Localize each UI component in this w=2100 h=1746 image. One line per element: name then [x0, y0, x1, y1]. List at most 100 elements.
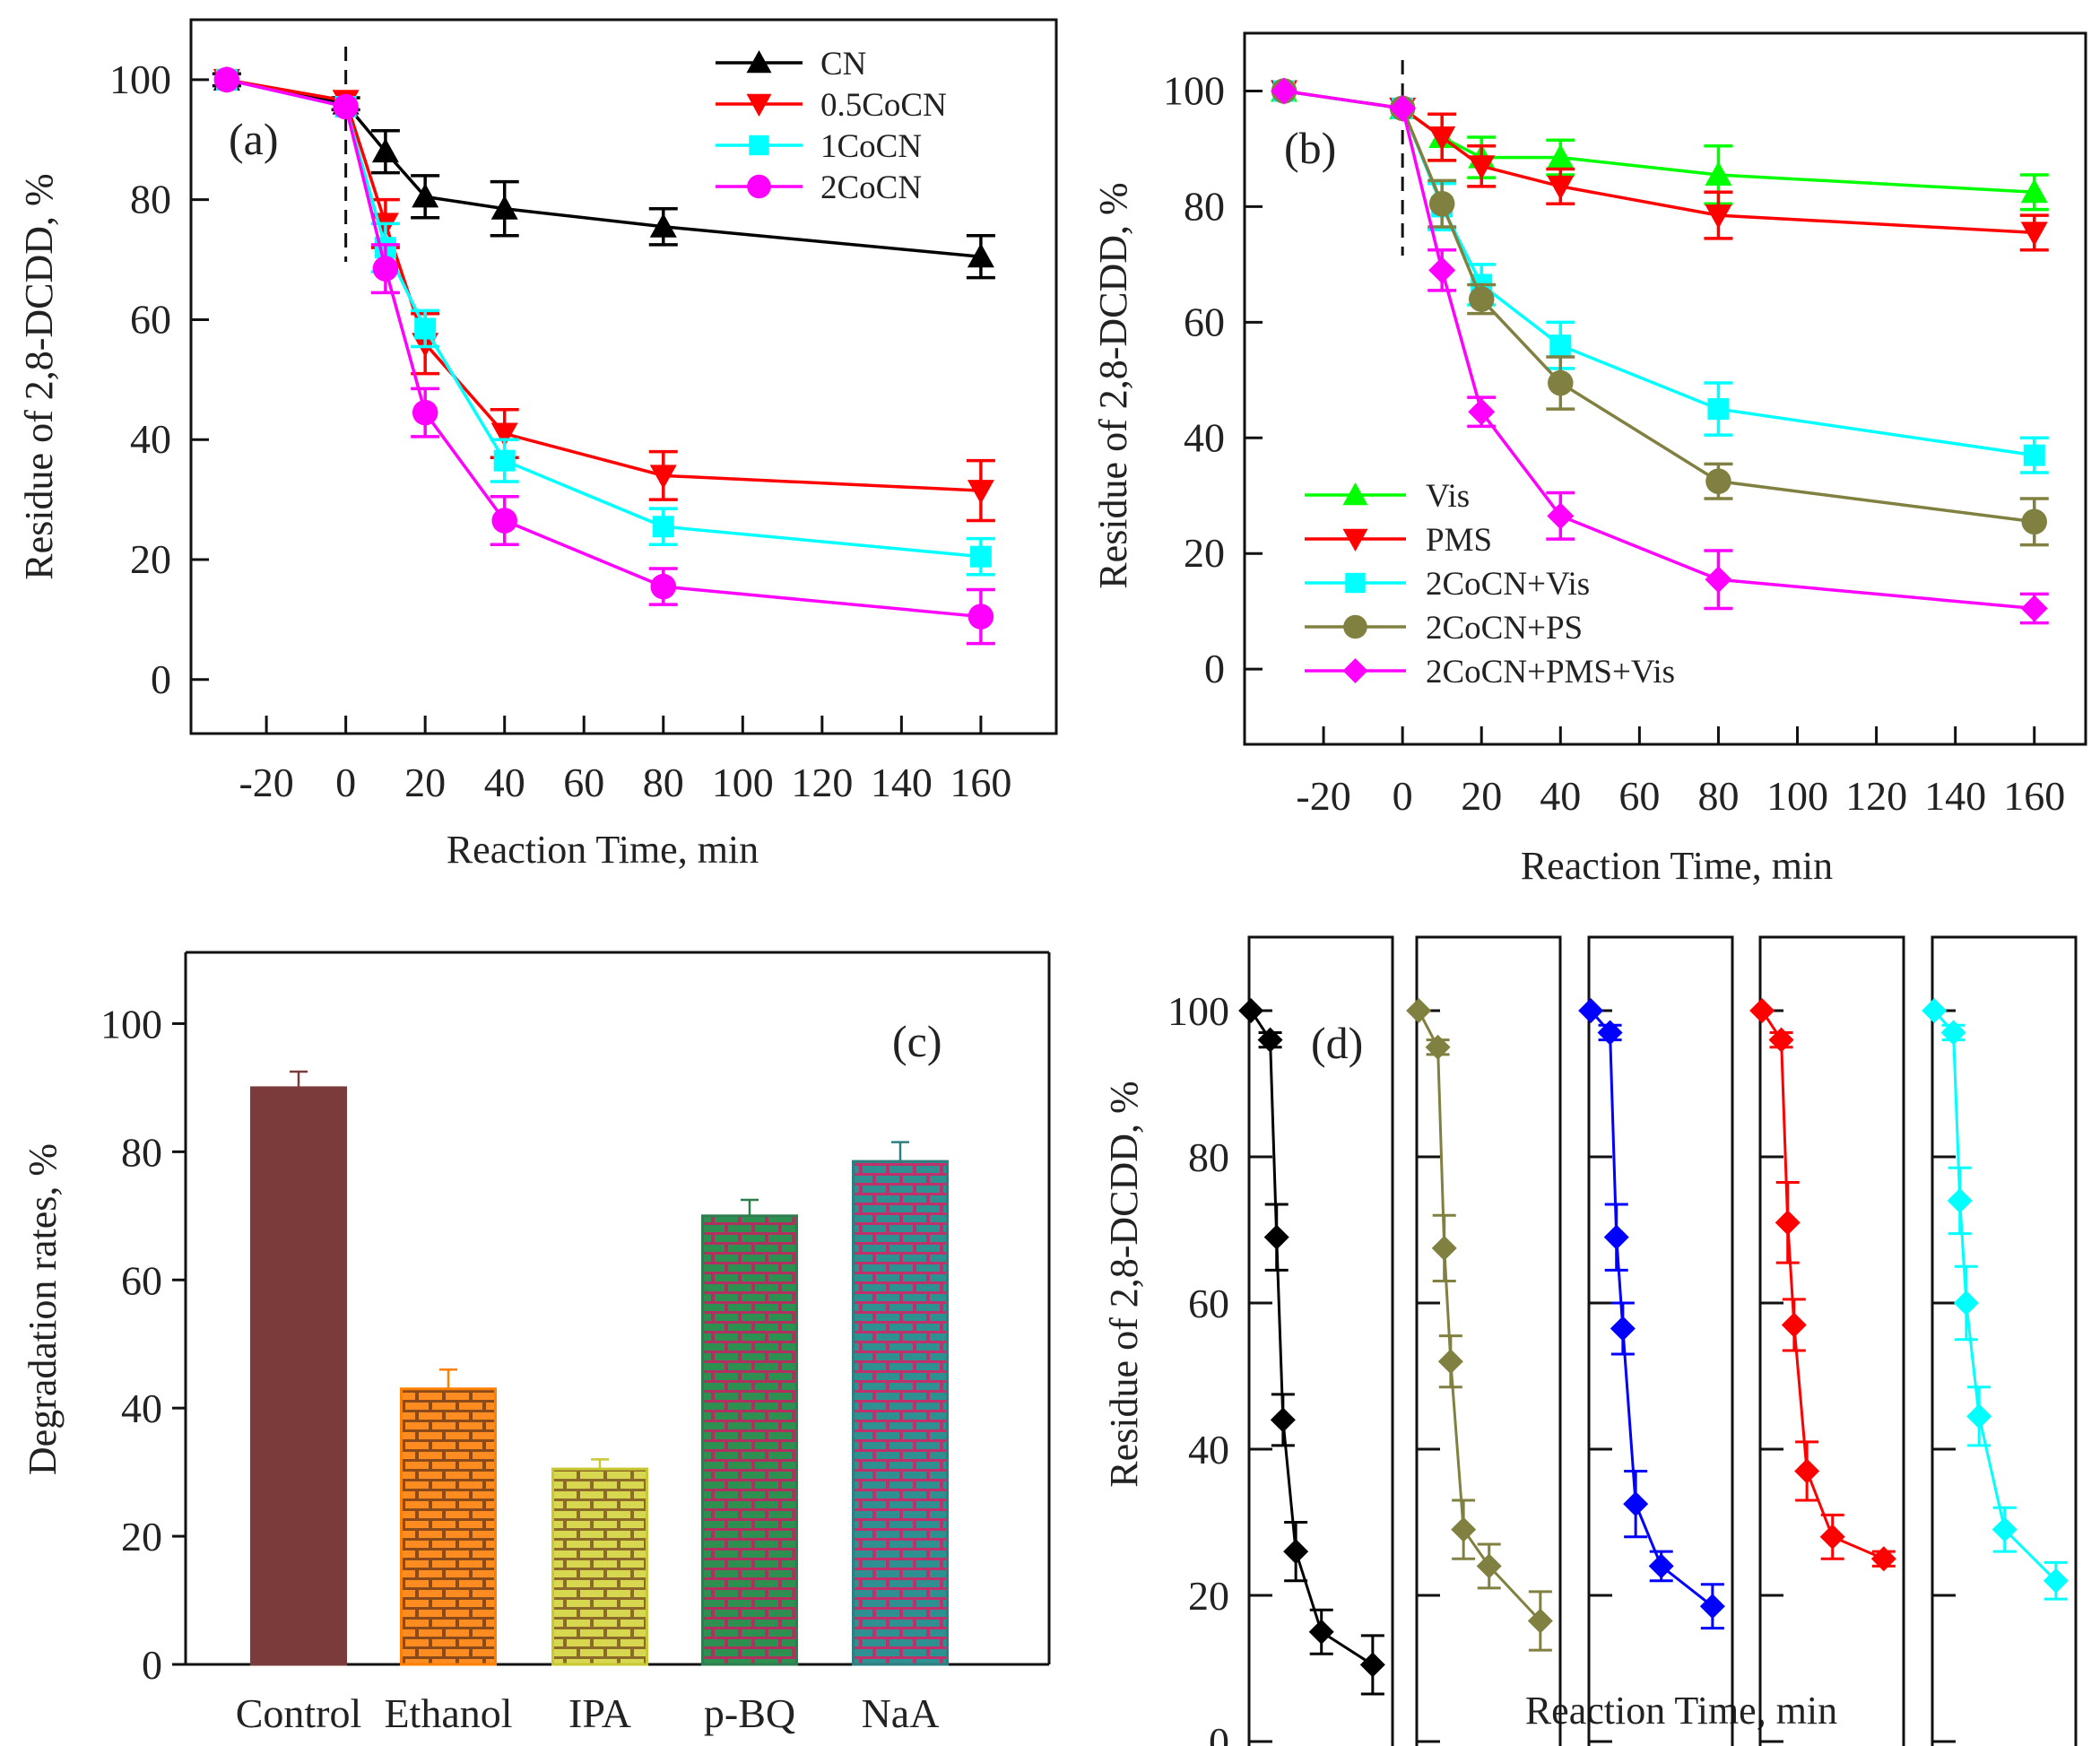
x-tick-label: 40	[484, 760, 525, 805]
x-category-label: IPA	[568, 1690, 631, 1736]
legend-marker	[749, 135, 769, 156]
plot-frame	[1931, 935, 2078, 1746]
x-tick-label: 20	[1461, 773, 1502, 819]
x-category-label: NaA	[862, 1690, 940, 1736]
data-point	[969, 545, 992, 568]
y-tick-label: 20	[130, 536, 171, 582]
legend-marker	[746, 93, 772, 117]
data-point	[1775, 1210, 1801, 1236]
data-point	[2020, 595, 2048, 622]
data-point	[490, 422, 518, 447]
y-tick-label: 60	[1188, 1281, 1229, 1326]
x-tick-label: 100	[1766, 773, 1828, 819]
data-point	[2020, 222, 2048, 247]
data-point	[412, 183, 439, 208]
data-point	[1238, 998, 1264, 1023]
subpanel-2	[1406, 935, 1562, 1746]
y-tick-label: 40	[1188, 1427, 1229, 1472]
subpanel-3	[1578, 935, 1734, 1746]
legend-label: 1CoCN	[820, 128, 922, 165]
data-point	[1468, 286, 1495, 312]
legend-item: CN	[716, 46, 866, 83]
data-point	[1389, 94, 1417, 122]
series-Vis	[1271, 77, 2049, 212]
data-point	[1922, 998, 1948, 1023]
data-point	[967, 480, 994, 505]
plot-frame	[1247, 935, 1394, 1746]
panel-label-c: (c)	[892, 1016, 942, 1066]
data-point	[1428, 256, 1456, 284]
y-tick-label: 100	[100, 1001, 162, 1047]
data-point	[649, 213, 677, 238]
legend-item: 2CoCN+PS	[1305, 610, 1583, 647]
y-tick-label: 0	[1209, 1719, 1229, 1746]
data-point	[1623, 1491, 1649, 1517]
x-tick-label: 60	[1618, 773, 1660, 819]
x-tick-label: -20	[239, 760, 293, 805]
series-line	[1249, 1010, 1374, 1666]
legend-item: PMS	[1305, 522, 1492, 559]
y-tick-label: 40	[121, 1386, 162, 1431]
subpanel-4	[1749, 935, 1905, 1746]
data-point	[968, 604, 994, 630]
y-tick-label: 100	[1167, 988, 1229, 1034]
data-point	[1437, 1349, 1463, 1375]
data-point	[1705, 566, 1732, 594]
data-point	[2023, 444, 2045, 466]
x-tick-label: 60	[563, 760, 604, 805]
y-tick-label: 60	[1184, 299, 1225, 344]
data-point	[1947, 1187, 1973, 1213]
data-point	[1547, 143, 1575, 169]
y-tick-label: 20	[1184, 530, 1225, 576]
bar-Control	[250, 1086, 347, 1666]
panel-label-a: (a)	[229, 114, 279, 164]
legend-label: CN	[820, 46, 866, 83]
data-point	[1428, 126, 1456, 152]
x-category-label: Ethanol	[384, 1690, 512, 1736]
x-tick-label: 160	[950, 760, 1011, 805]
data-point	[649, 465, 677, 490]
legend-label: 2CoCN+PMS+Vis	[1426, 654, 1675, 691]
data-point	[1610, 1316, 1636, 1342]
data-point	[371, 138, 399, 163]
legend-marker	[1345, 572, 1366, 594]
data-point	[1406, 998, 1432, 1023]
legend-item: Vis	[1305, 478, 1470, 515]
x-category-label: p-BQ	[704, 1690, 795, 1736]
data-point	[1705, 161, 1732, 186]
y-tick-label: 100	[109, 56, 171, 102]
legend-marker	[1342, 482, 1368, 506]
data-point	[1308, 1619, 1334, 1645]
data-point	[1705, 468, 1731, 494]
data-point	[2021, 508, 2048, 535]
data-point	[1263, 1224, 1289, 1250]
data-point	[1270, 1407, 1296, 1433]
legend-marker	[1342, 528, 1368, 552]
y-tick-label: 0	[151, 656, 171, 702]
data-point	[1425, 1034, 1451, 1060]
subpanel-1: 0 20 40 60 80 100	[1167, 935, 1394, 1746]
data-point	[1451, 1516, 1477, 1542]
y-axis-title-b: Residue of 2,8-DCDD, %	[1091, 182, 1135, 588]
legend-marker	[1342, 658, 1368, 683]
data-point	[1705, 204, 1732, 230]
y-tick-label: 20	[1188, 1573, 1229, 1619]
data-point	[1476, 1553, 1502, 1579]
legend-item: 0.5CoCN	[716, 87, 947, 124]
data-point	[1603, 1224, 1629, 1250]
x-tick-label: -20	[1296, 773, 1350, 819]
data-point	[1597, 1020, 1623, 1046]
x-tick-label: 0	[1393, 773, 1413, 819]
series-2CoCN	[213, 66, 995, 646]
data-point	[1992, 1516, 2018, 1542]
series-line	[1283, 89, 2035, 457]
legend-label: 2CoCN+Vis	[1426, 566, 1590, 603]
data-point	[414, 317, 437, 340]
x-tick-label: 140	[1924, 773, 1986, 819]
data-point	[491, 508, 517, 534]
x-tick-label: 40	[1540, 773, 1581, 819]
y-tick-label: 80	[1184, 183, 1225, 229]
plot-frame	[1415, 935, 1562, 1746]
legend-label: 2CoCN	[820, 169, 922, 206]
series-line	[1283, 89, 2035, 524]
